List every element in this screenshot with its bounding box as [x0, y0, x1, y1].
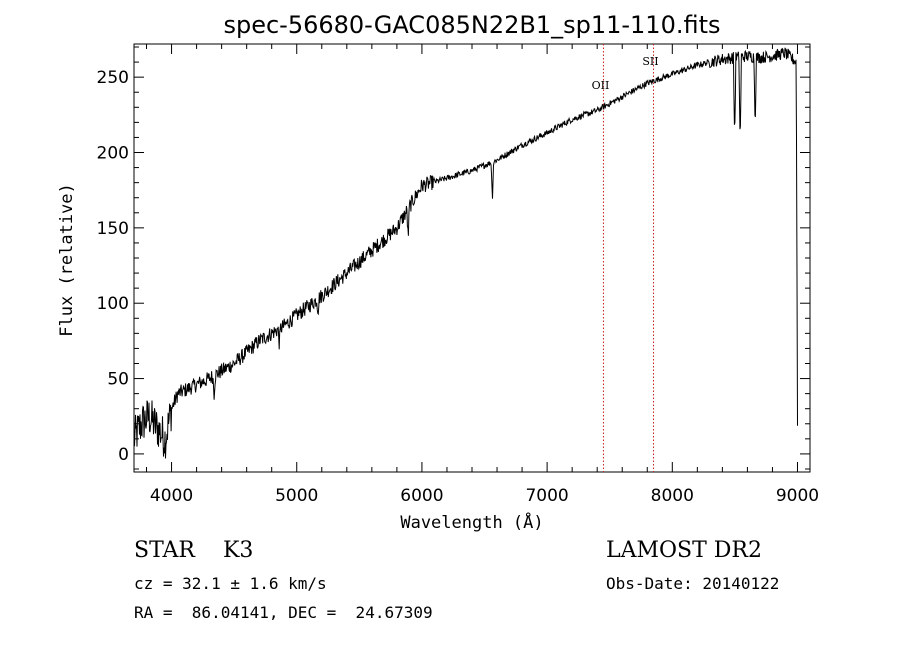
- y-tick-label: 100: [97, 294, 129, 314]
- x-tick-label: 6000: [400, 486, 443, 506]
- y-tick-label: 200: [97, 144, 129, 164]
- y-axis-ticks: 0 50 100 150 200 250: [97, 46, 810, 470]
- plot-frame: [133, 43, 811, 473]
- x-tick-label: 4000: [150, 486, 193, 506]
- x-axis-label: Wavelength (Å): [400, 511, 543, 533]
- line-marker-label: OII: [592, 79, 610, 92]
- y-tick-label: 0: [118, 445, 129, 465]
- y-axis-label: Flux (relative): [57, 183, 77, 337]
- line-markers: OII SII: [592, 44, 659, 472]
- x-tick-label: 5000: [275, 486, 318, 506]
- spectrum-line: [133, 47, 798, 459]
- y-tick-label: 250: [97, 68, 129, 88]
- x-tick-label: 8000: [651, 486, 694, 506]
- survey-name: LAMOST DR2: [606, 538, 762, 563]
- line-marker-label: SII: [642, 55, 658, 68]
- ra-dec: RA = 86.04141, DEC = 24.67309: [134, 603, 433, 622]
- object-class: STAR K3: [134, 538, 254, 563]
- chart-title: spec-56680-GAC085N22B1_sp11-110.fits: [223, 11, 720, 39]
- obs-date: Obs-Date: 20140122: [606, 574, 780, 593]
- x-axis-ticks: 4000 5000 6000 7000 8000 9000: [146, 44, 819, 506]
- x-tick-label: 9000: [776, 486, 819, 506]
- y-tick-label: 50: [107, 370, 129, 390]
- x-tick-label: 7000: [525, 486, 568, 506]
- y-tick-label: 150: [97, 219, 129, 239]
- redshift-cz: cz = 32.1 ± 1.6 km/s: [134, 574, 327, 593]
